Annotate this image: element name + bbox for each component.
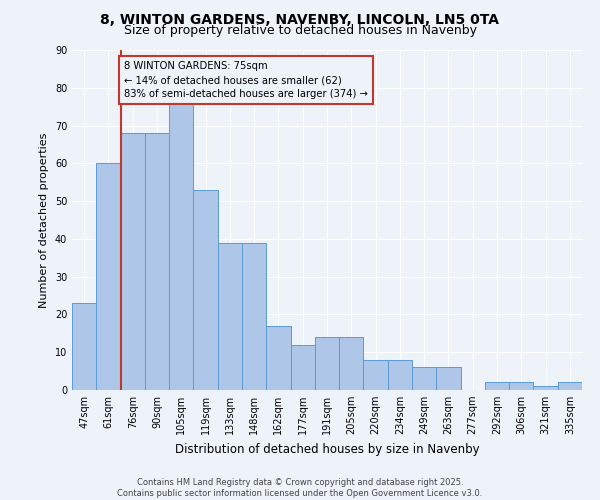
Y-axis label: Number of detached properties: Number of detached properties [39,132,49,308]
Bar [339,337,364,390]
Bar [290,344,315,390]
Bar [436,368,461,390]
Bar [509,382,533,390]
Bar [145,133,169,390]
Text: Contains HM Land Registry data © Crown copyright and database right 2025.
Contai: Contains HM Land Registry data © Crown c… [118,478,482,498]
Bar [412,368,436,390]
Bar [388,360,412,390]
Bar [96,164,121,390]
Bar [558,382,582,390]
Bar [218,242,242,390]
Bar [72,303,96,390]
Bar [266,326,290,390]
Bar [169,103,193,390]
X-axis label: Distribution of detached houses by size in Navenby: Distribution of detached houses by size … [175,442,479,456]
Bar [315,337,339,390]
Bar [533,386,558,390]
Text: 8, WINTON GARDENS, NAVENBY, LINCOLN, LN5 0TA: 8, WINTON GARDENS, NAVENBY, LINCOLN, LN5… [101,12,499,26]
Bar [121,133,145,390]
Bar [485,382,509,390]
Text: Size of property relative to detached houses in Navenby: Size of property relative to detached ho… [124,24,476,37]
Bar [364,360,388,390]
Bar [193,190,218,390]
Text: 8 WINTON GARDENS: 75sqm
← 14% of detached houses are smaller (62)
83% of semi-de: 8 WINTON GARDENS: 75sqm ← 14% of detache… [124,62,368,100]
Bar [242,242,266,390]
